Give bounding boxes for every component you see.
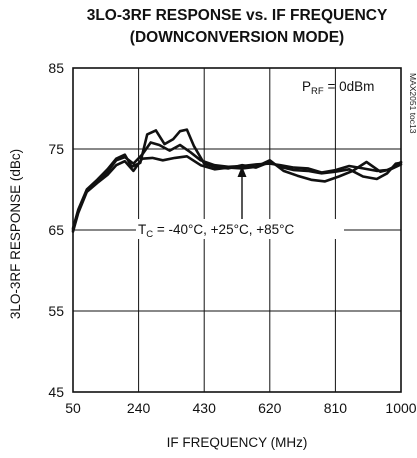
y-tick-label: 65 (48, 222, 64, 238)
y-tick-label: 75 (48, 141, 64, 157)
chart-subtitle: (DOWNCONVERSION MODE) (130, 29, 344, 46)
y-tick-label: 85 (48, 60, 64, 76)
x-tick-label: 430 (193, 400, 217, 416)
x-tick-label: 620 (258, 400, 282, 416)
chart-title: 3LO-3RF RESPONSE vs. IF FREQUENCY (87, 7, 388, 24)
series-line-3 (71, 155, 403, 233)
series-group (71, 128, 403, 233)
x-tick-label: 50 (65, 400, 81, 416)
y-tick-label: 45 (48, 384, 64, 400)
x-tick-label: 240 (127, 400, 151, 416)
x-tick-labels: 50 240 430 620 810 1000 (65, 400, 417, 416)
tc-pointer-arrowhead (237, 166, 247, 177)
x-tick-label: 810 (324, 400, 348, 416)
y-tick-label: 55 (48, 303, 64, 319)
y-tick-labels: 85 75 65 55 45 (48, 60, 64, 400)
chart-code-label: MAX2051 toc13 (408, 73, 417, 134)
series-line-1 (71, 128, 403, 230)
y-axis-label: 3LO-3RF RESPONSE (dBc) (8, 149, 23, 319)
x-tick-label: 1000 (385, 400, 416, 416)
tc-annotation-background (136, 219, 344, 239)
prf-annotation: PRF = 0dBm (302, 79, 374, 97)
x-axis-label: IF FREQUENCY (MHz) (167, 435, 308, 450)
series-line-2 (71, 141, 403, 232)
plot-frame (72, 67, 402, 393)
tc-annotation: TC = -40°C, +25°C, +85°C (138, 222, 295, 240)
